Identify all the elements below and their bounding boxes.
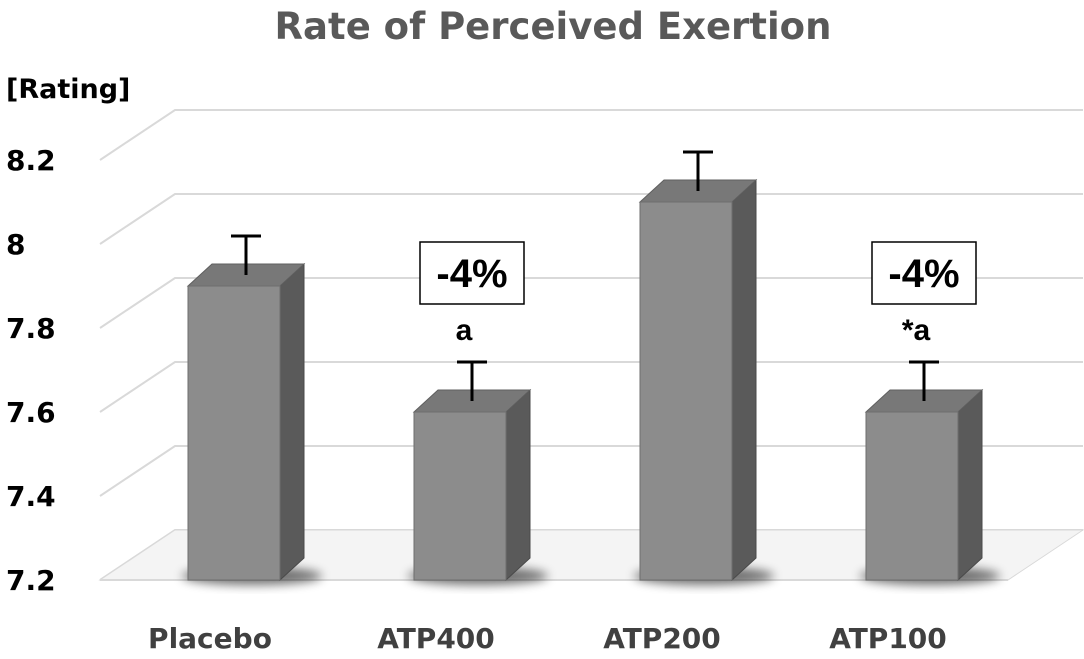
gridline [99,193,1083,245]
gridline [99,445,1083,497]
bar-group-placebo [182,234,322,585]
y-tick-label: 7.4 [6,480,56,513]
bar [187,285,281,581]
y-tick-label: 7.6 [6,396,56,429]
change-label: -4% [436,252,507,296]
gridline [99,277,1083,329]
bar [413,411,507,581]
bar [639,201,733,581]
bar-group-atp200 [634,150,774,585]
y-tick-label: 7.8 [6,312,56,345]
y-axis-label: [Rating] [6,74,130,105]
significance-label: a [456,314,473,347]
bars: a -4% *a -4% [182,150,1000,585]
x-tick-label: Placebo [148,622,272,655]
chart-title: Rate of Perceived Exertion [275,5,832,48]
bar-side [279,262,305,582]
y-tick-label: 8.2 [6,144,56,177]
bar-side [505,388,531,582]
bar [865,411,959,581]
y-axis-ticks: 7.2 7.4 7.6 7.8 8 8.2 [6,144,56,597]
y-tick-label: 7.2 [6,564,56,597]
gridline [99,109,1083,161]
change-box [419,241,525,305]
bar-side [957,388,983,582]
bar-group-atp100: *a -4% [860,241,1000,585]
change-box [871,241,977,305]
gridlines [98,109,1084,581]
x-axis-categories: Placebo ATP400 ATP200 ATP100 [148,622,947,655]
gridline [99,361,1083,413]
y-tick-label: 8 [6,228,25,261]
bar-group-atp400: a -4% [408,241,548,585]
significance-label: *a [902,314,931,347]
x-tick-label: ATP400 [377,622,495,655]
x-tick-label: ATP200 [603,622,721,655]
bar-side [731,178,757,582]
change-label: -4% [888,252,959,296]
x-tick-label: ATP100 [829,622,947,655]
